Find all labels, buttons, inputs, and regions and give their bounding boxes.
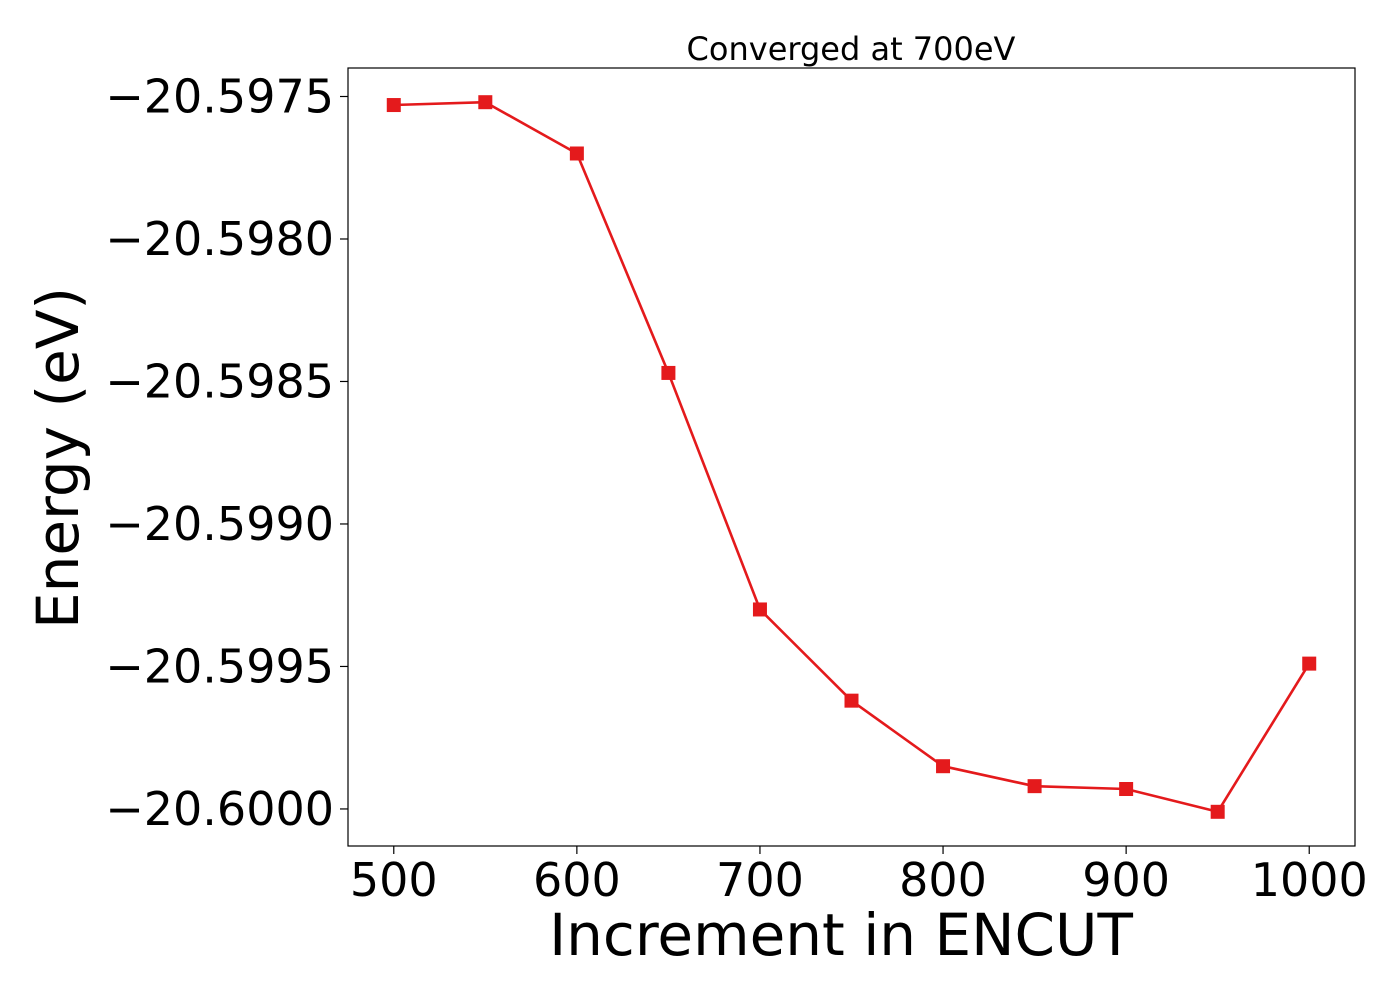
- data-point-marker: [752, 602, 767, 617]
- y-axis-label: Energy (eV): [24, 287, 92, 629]
- y-tick-label: −20.5980: [105, 212, 334, 266]
- x-tick-label: 600: [533, 853, 621, 907]
- data-point-marker: [1027, 779, 1042, 794]
- x-axis-label: Increment in ENCUT: [549, 901, 1133, 969]
- data-point-marker: [661, 365, 676, 380]
- data-point-marker: [569, 146, 584, 161]
- data-point-marker: [478, 95, 493, 110]
- x-tick-label: 500: [350, 853, 438, 907]
- data-point-marker: [1119, 782, 1134, 797]
- data-point-marker: [936, 759, 951, 774]
- y-axis: −20.5975 −20.5980 −20.5985 −20.5990 −20.5995…: [105, 69, 348, 836]
- plot-area: [386, 95, 1317, 819]
- y-tick-label: −20.5975: [105, 69, 334, 123]
- y-tick-label: −20.5985: [105, 354, 334, 408]
- x-tick-label: 1000: [1251, 853, 1368, 907]
- chart-title: Converged at 700eV: [687, 30, 1016, 68]
- y-tick-label: −20.5990: [105, 497, 334, 551]
- data-point-marker: [386, 98, 401, 113]
- y-tick-label: −20.5995: [105, 639, 334, 693]
- data-point-marker: [1302, 656, 1317, 671]
- x-axis: 500 600 700 800 900 1000: [350, 846, 1368, 907]
- x-tick-label: 800: [899, 853, 987, 907]
- x-tick-label: 700: [716, 853, 804, 907]
- x-tick-label: 900: [1082, 853, 1170, 907]
- plot-frame: [347, 67, 1356, 847]
- y-tick-label: −20.6000: [105, 782, 334, 836]
- data-point-marker: [844, 693, 859, 708]
- data-point-marker: [1210, 804, 1225, 819]
